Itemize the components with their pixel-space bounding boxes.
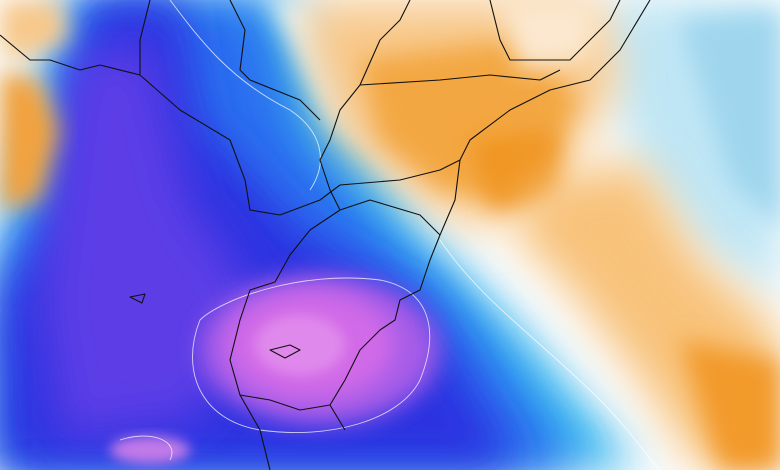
- lake: [129, 293, 146, 304]
- border: [319, 0, 411, 211]
- magenta-patch: [110, 436, 190, 464]
- border: [0, 34, 141, 76]
- state-border: [359, 69, 561, 86]
- isoline: [192, 277, 431, 433]
- light-blue-core: [680, 10, 780, 230]
- border: [139, 74, 341, 216]
- lagoon: [269, 344, 301, 359]
- orange-west-top: [0, 0, 70, 60]
- border: [229, 0, 321, 121]
- uruguay-border: [229, 209, 441, 411]
- isoline: [439, 239, 661, 470]
- coastline: [339, 0, 651, 236]
- coast-south: [329, 404, 346, 431]
- magenta-core: [255, 315, 345, 375]
- borders: [0, 0, 651, 470]
- river-border: [239, 394, 271, 470]
- pale-orange: [500, 0, 600, 70]
- border: [139, 0, 151, 75]
- isoline: [119, 435, 173, 461]
- orange-west: [0, 70, 60, 210]
- state-border: [339, 159, 461, 186]
- state-border: [489, 0, 621, 61]
- orange-band-core: [680, 340, 780, 470]
